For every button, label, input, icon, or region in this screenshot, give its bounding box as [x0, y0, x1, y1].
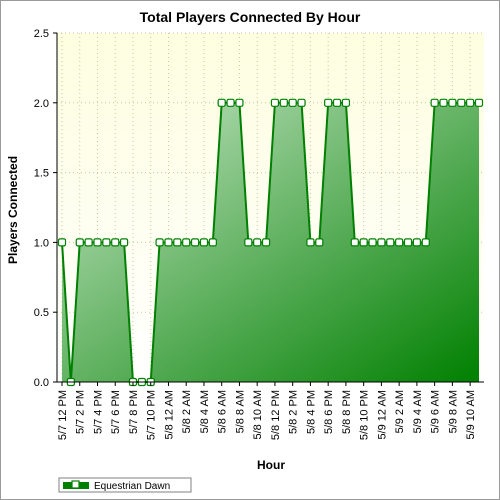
x-tick-label: 5/8 4 AM — [199, 390, 211, 433]
x-tick-label: 5/9 6 AM — [430, 390, 442, 433]
data-point — [182, 238, 191, 247]
x-tick-label: 5/9 2 AM — [394, 390, 406, 433]
data-point — [359, 238, 368, 247]
data-point — [93, 238, 102, 247]
data-point — [386, 238, 395, 247]
data-point — [190, 238, 200, 247]
data-point — [75, 238, 84, 247]
x-tick-label: 5/8 4 PM — [305, 390, 317, 434]
data-point — [466, 98, 475, 107]
data-point — [279, 98, 288, 107]
y-tick-label: 2.5 — [34, 28, 49, 40]
x-tick-label: 5/9 10 AM — [465, 390, 477, 440]
data-point — [261, 238, 271, 247]
data-point — [120, 238, 129, 247]
x-tick-label: 5/8 10 PM — [359, 390, 371, 440]
data-point — [430, 98, 439, 107]
y-tick-label: 1.0 — [34, 237, 49, 249]
data-point — [173, 238, 182, 247]
data-point — [421, 238, 430, 247]
data-point — [84, 238, 93, 247]
x-tick-label: 5/8 12 AM — [163, 390, 175, 440]
data-point — [315, 238, 324, 247]
y-axis-title: Players Connected — [6, 156, 20, 264]
data-point — [332, 98, 342, 107]
data-point — [368, 238, 377, 247]
x-tick-label: 5/8 8 PM — [341, 390, 353, 434]
x-tick-label: 5/9 12 AM — [376, 390, 388, 440]
data-point — [111, 238, 120, 247]
x-tick-label: 5/7 4 PM — [92, 390, 104, 434]
x-tick-label: 5/8 10 AM — [252, 390, 264, 440]
legend-box — [58, 477, 192, 493]
y-tick-label: 1.5 — [34, 168, 49, 180]
x-tick-label: 5/7 12 PM — [57, 390, 69, 440]
x-tick-label: 5/9 4 AM — [412, 390, 424, 433]
data-point — [217, 98, 226, 107]
y-axis-ticks: 0.0 0.5 1.0 1.5 2.0 2.5 — [34, 28, 57, 389]
data-point — [395, 238, 404, 247]
data-point — [439, 98, 448, 107]
x-tick-label: 5/8 6 AM — [217, 390, 229, 433]
x-tick-label: 5/9 8 AM — [447, 390, 459, 433]
data-point — [235, 98, 244, 107]
data-point — [350, 238, 359, 247]
data-point — [457, 98, 466, 107]
x-tick-label: 5/8 2 PM — [288, 390, 300, 434]
series-area — [62, 102, 479, 383]
x-tick-label: 5/8 8 AM — [234, 390, 246, 433]
y-tick-label: 0.5 — [34, 307, 49, 319]
data-point — [164, 238, 173, 247]
data-point — [377, 238, 386, 247]
data-point — [102, 238, 111, 247]
x-tick-label: 5/7 8 PM — [128, 390, 140, 434]
legend-label: Equestrian Dawn — [94, 481, 170, 492]
x-tick-label: 5/8 6 PM — [323, 390, 335, 434]
x-tick-label: 5/7 10 PM — [146, 390, 158, 440]
x-axis-ticks: 5/7 12 PM 5/7 2 PM 5/7 4 PM 5/7 6 PM 5/7 8 P… — [57, 382, 477, 440]
data-point — [199, 238, 209, 247]
data-point — [474, 98, 484, 107]
data-point — [253, 238, 262, 247]
legend: Equestrian Dawn — [58, 477, 192, 493]
data-point — [270, 98, 280, 107]
data-point — [448, 98, 457, 107]
chart-title: Total Players Connected By Hour — [140, 9, 361, 25]
data-point — [226, 98, 235, 107]
data-point — [324, 98, 333, 107]
data-point — [155, 238, 164, 247]
data-point — [208, 238, 217, 247]
legend-swatch-marker — [71, 480, 80, 489]
y-tick-label: 0.0 — [34, 377, 49, 389]
axes — [56, 33, 484, 383]
x-tick-label: 5/7 2 PM — [75, 390, 87, 434]
data-point — [306, 238, 315, 247]
data-point — [288, 98, 297, 107]
data-point — [341, 98, 351, 107]
data-point — [297, 98, 306, 107]
x-tick-label: 5/8 2 AM — [181, 390, 193, 433]
x-tick-label: 5/8 12 PM — [270, 390, 282, 440]
y-tick-label: 2.0 — [34, 98, 49, 110]
data-point — [412, 238, 421, 247]
data-point — [244, 238, 253, 247]
data-point — [403, 238, 413, 247]
x-axis-title: Hour — [257, 458, 285, 472]
data-point — [57, 238, 67, 247]
x-tick-label: 5/7 6 PM — [110, 390, 122, 434]
